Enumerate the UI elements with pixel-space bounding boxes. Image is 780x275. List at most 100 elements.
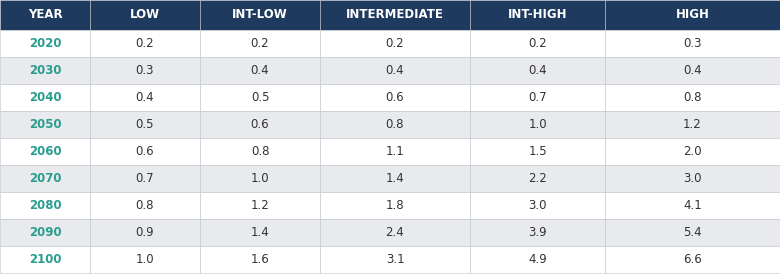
Bar: [90, 84, 200, 111]
Text: 1.2: 1.2: [250, 199, 269, 212]
Bar: [470, 111, 605, 138]
Bar: [200, 57, 320, 84]
Bar: [200, 246, 320, 273]
Bar: [0, 111, 90, 138]
Text: 0.4: 0.4: [528, 64, 547, 77]
Bar: [470, 246, 605, 273]
Bar: [200, 138, 320, 165]
Text: 0.8: 0.8: [386, 118, 404, 131]
Text: 0.4: 0.4: [250, 64, 269, 77]
Bar: [470, 30, 605, 57]
Text: 0.2: 0.2: [250, 37, 269, 50]
Bar: [470, 219, 605, 246]
Text: 5.4: 5.4: [683, 226, 702, 239]
Text: 4.9: 4.9: [528, 253, 547, 266]
Text: 1.4: 1.4: [250, 226, 269, 239]
Bar: [200, 192, 320, 219]
Bar: [320, 84, 470, 111]
Text: 1.4: 1.4: [385, 172, 404, 185]
Bar: [90, 165, 200, 192]
Text: HIGH: HIGH: [675, 9, 710, 21]
Text: 2070: 2070: [29, 172, 62, 185]
Text: 0.4: 0.4: [385, 64, 404, 77]
Bar: [605, 246, 780, 273]
Bar: [320, 0, 470, 30]
Text: 2060: 2060: [29, 145, 62, 158]
Bar: [605, 138, 780, 165]
Bar: [0, 165, 90, 192]
Text: 0.5: 0.5: [250, 91, 269, 104]
Bar: [605, 111, 780, 138]
Text: 6.6: 6.6: [683, 253, 702, 266]
Bar: [605, 30, 780, 57]
Bar: [200, 84, 320, 111]
Text: 0.8: 0.8: [136, 199, 154, 212]
Text: 1.1: 1.1: [385, 145, 404, 158]
Text: 2.2: 2.2: [528, 172, 547, 185]
Bar: [90, 192, 200, 219]
Text: INT-HIGH: INT-HIGH: [508, 9, 567, 21]
Text: YEAR: YEAR: [27, 9, 62, 21]
Bar: [0, 84, 90, 111]
Text: 2100: 2100: [29, 253, 62, 266]
Text: 1.8: 1.8: [385, 199, 404, 212]
Bar: [320, 138, 470, 165]
Bar: [605, 165, 780, 192]
Bar: [90, 30, 200, 57]
Text: 0.5: 0.5: [136, 118, 154, 131]
Bar: [0, 57, 90, 84]
Text: 2050: 2050: [29, 118, 62, 131]
Bar: [0, 30, 90, 57]
Text: 2030: 2030: [29, 64, 62, 77]
Text: 0.3: 0.3: [136, 64, 154, 77]
Bar: [470, 165, 605, 192]
Bar: [90, 219, 200, 246]
Bar: [90, 57, 200, 84]
Text: 3.1: 3.1: [385, 253, 404, 266]
Bar: [470, 138, 605, 165]
Bar: [90, 0, 200, 30]
Bar: [200, 111, 320, 138]
Bar: [90, 246, 200, 273]
Bar: [320, 165, 470, 192]
Text: 0.4: 0.4: [136, 91, 154, 104]
Text: 0.8: 0.8: [683, 91, 702, 104]
Bar: [320, 57, 470, 84]
Text: 1.5: 1.5: [528, 145, 547, 158]
Text: 2.0: 2.0: [683, 145, 702, 158]
Bar: [200, 165, 320, 192]
Text: 3.0: 3.0: [683, 172, 702, 185]
Bar: [470, 84, 605, 111]
Text: 0.9: 0.9: [136, 226, 154, 239]
Text: 1.0: 1.0: [136, 253, 154, 266]
Text: 2090: 2090: [29, 226, 62, 239]
Text: 2.4: 2.4: [385, 226, 404, 239]
Bar: [0, 192, 90, 219]
Bar: [320, 246, 470, 273]
Bar: [200, 0, 320, 30]
Bar: [0, 219, 90, 246]
Text: 0.4: 0.4: [683, 64, 702, 77]
Text: 0.7: 0.7: [528, 91, 547, 104]
Bar: [320, 111, 470, 138]
Text: LOW: LOW: [130, 9, 160, 21]
Text: 4.1: 4.1: [683, 199, 702, 212]
Text: 1.6: 1.6: [250, 253, 269, 266]
Text: 0.7: 0.7: [136, 172, 154, 185]
Text: 2020: 2020: [29, 37, 62, 50]
Text: 0.6: 0.6: [385, 91, 404, 104]
Bar: [320, 192, 470, 219]
Bar: [0, 138, 90, 165]
Bar: [470, 57, 605, 84]
Bar: [470, 0, 605, 30]
Text: 1.0: 1.0: [528, 118, 547, 131]
Text: INTERMEDIATE: INTERMEDIATE: [346, 9, 444, 21]
Bar: [200, 30, 320, 57]
Text: 0.8: 0.8: [250, 145, 269, 158]
Bar: [0, 0, 90, 30]
Text: 1.2: 1.2: [683, 118, 702, 131]
Bar: [90, 111, 200, 138]
Text: 0.6: 0.6: [136, 145, 154, 158]
Text: 0.2: 0.2: [528, 37, 547, 50]
Text: 3.9: 3.9: [528, 226, 547, 239]
